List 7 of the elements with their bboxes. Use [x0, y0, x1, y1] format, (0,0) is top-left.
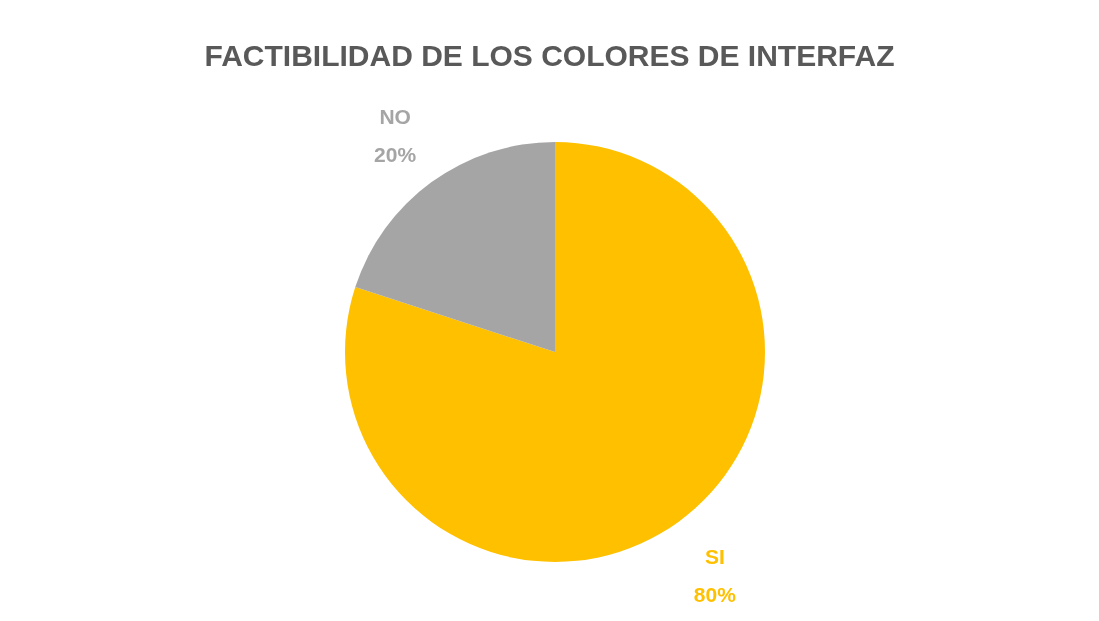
data-label: 80% — [693, 583, 737, 607]
chart-title: FACTIBILIDAD DE LOS COLORES DE INTERFAZ — [204, 39, 895, 72]
pie-slice — [355, 142, 555, 352]
slice-label: SI — [704, 545, 725, 569]
data-label: 20% — [374, 142, 417, 166]
slice-label: NO — [379, 104, 411, 128]
pie-slice — [345, 142, 765, 562]
